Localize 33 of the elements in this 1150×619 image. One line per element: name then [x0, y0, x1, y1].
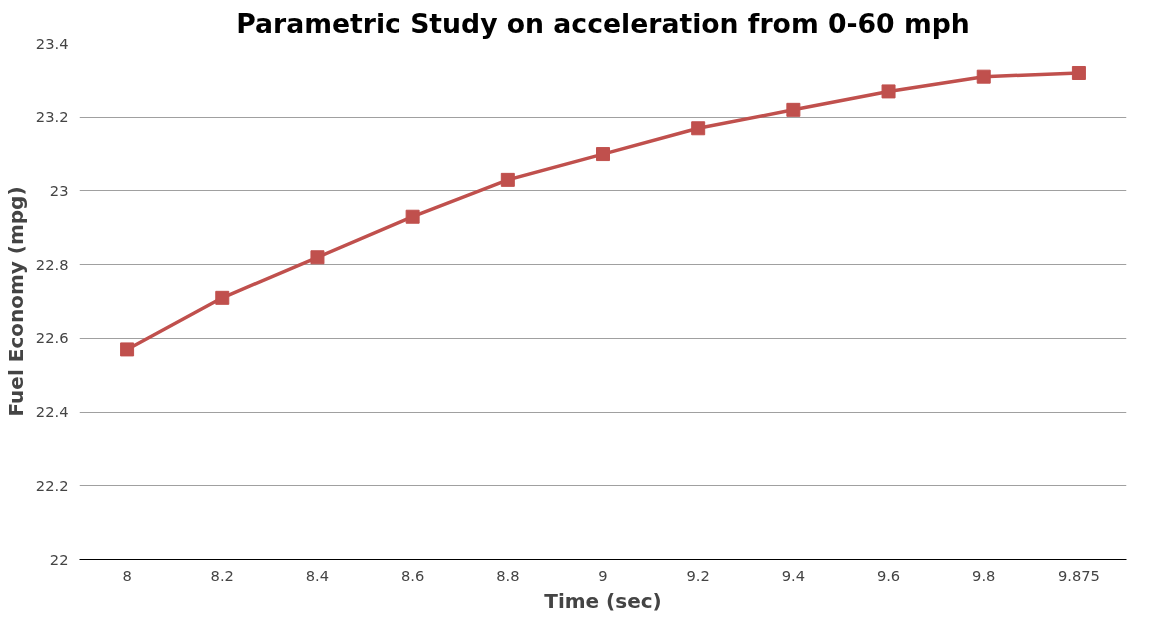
x-tick-label: 8.6: [400, 566, 425, 584]
y-axis-title: Fuel Economy (mpg): [3, 186, 28, 417]
x-tick-label: 9: [598, 566, 608, 584]
x-axis-title: Time (sec): [544, 588, 662, 613]
x-tick-label: 9.875: [1057, 566, 1100, 584]
x-tick-label: 8.8: [496, 566, 520, 584]
y-tick-label: 22.2: [35, 476, 69, 494]
x-tick-label: 9.6: [876, 566, 901, 584]
point: [786, 102, 801, 117]
x-tick-label: 9.4: [781, 566, 806, 584]
point: [120, 342, 135, 357]
y-tick-label: 23.2: [35, 108, 69, 126]
x-tick-label: 9.8: [972, 566, 996, 584]
y-tick-label: 22.8: [35, 255, 69, 273]
x-tick-label: 8.2: [210, 566, 234, 584]
y-tick-label: 22.4: [35, 403, 69, 421]
point: [691, 121, 706, 136]
point: [596, 147, 610, 162]
point: [310, 250, 325, 265]
x-tick-label: 8.4: [305, 566, 330, 584]
point: [1071, 65, 1086, 80]
x-tick-label: 8: [122, 566, 132, 584]
y-tick-label: 23: [49, 181, 69, 199]
chart-title: Parametric Study on acceleration from 0-60 mph: [236, 7, 970, 39]
y-tick-label: 23.4: [35, 34, 69, 52]
point: [215, 290, 230, 305]
point: [881, 84, 896, 99]
x-tick-label: 9.2: [686, 566, 710, 584]
point: [976, 69, 991, 84]
y-tick-label: 22.6: [35, 329, 69, 347]
point: [500, 172, 515, 187]
point: [405, 209, 420, 224]
y-tick-label: 22: [49, 550, 69, 568]
